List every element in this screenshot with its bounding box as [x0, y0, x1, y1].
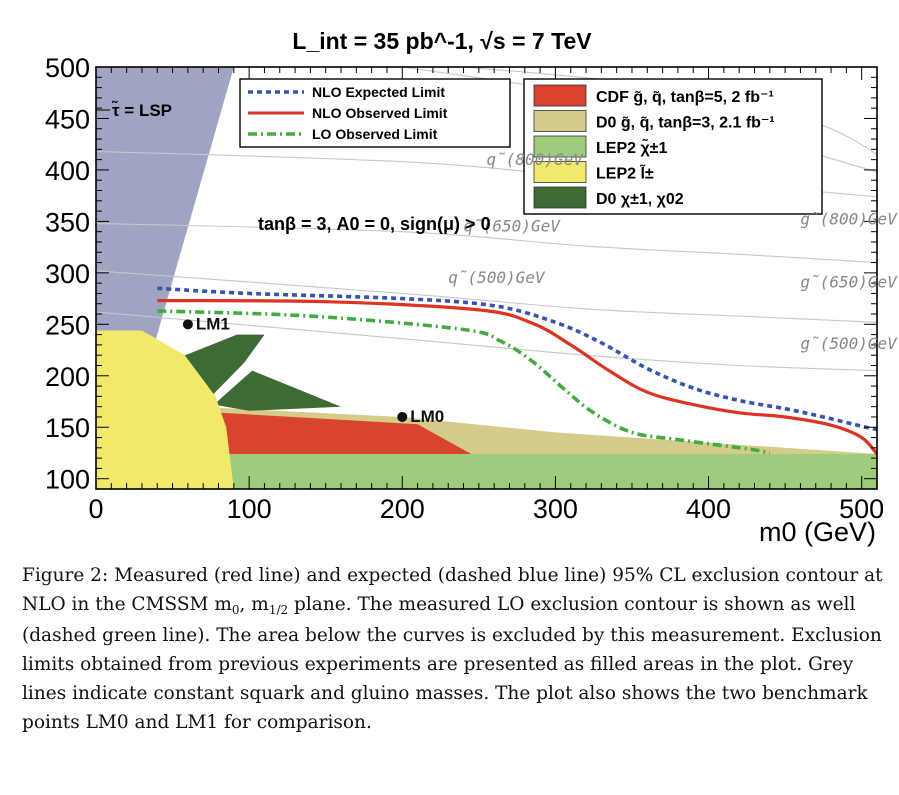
legends: NLO Expected Limit NLO Observed Limit LO O…: [239, 78, 823, 215]
benchmark-lm0-point: [397, 411, 408, 422]
region-legend-label-3: LEP2 l̃±: [596, 163, 654, 183]
iso-mass-label: g̃(500)GeV: [800, 334, 898, 353]
legend-label-0: NLO Expected Limit: [312, 84, 445, 100]
chart-title: L_int = 35 pb^-1, √s = 7 TeV: [292, 28, 592, 54]
caption-sub-b: 1/2: [268, 603, 289, 617]
legend-label-1: NLO Observed Limit: [312, 105, 448, 121]
caption-sub-a: 0: [231, 603, 240, 617]
legend-label-2: LO Observed Limit: [312, 126, 438, 142]
x-tick-label: 0: [88, 494, 103, 524]
iso-mass-label: q̃(500)GeV: [448, 268, 546, 287]
curve-nlo-observed-limit: [157, 299, 877, 456]
x-tick-label: 100: [227, 494, 272, 524]
caption-text-c: plane. The measured LO exclusion contour…: [22, 594, 882, 733]
region-cdf-squark-gluino: [203, 411, 472, 454]
x-tick-label: 400: [686, 494, 731, 524]
y-tick-label: 400: [45, 156, 90, 186]
curve-nlo-expected-limit: [157, 286, 877, 432]
iso-mass-line-3: [96, 311, 877, 372]
curve-lo-observed-limit: [157, 309, 771, 455]
y-tick-label: 500: [45, 53, 90, 83]
region-legend-swatch-4: [533, 186, 587, 209]
region-lep2-chargino: [210, 454, 877, 489]
benchmark-lm1-label: LM1: [196, 314, 230, 333]
region-d0-neutralino-b: [213, 370, 341, 411]
region-legend-swatch-1: [533, 110, 587, 132]
iso-mass-label: g̃(800)GeV: [800, 209, 898, 228]
benchmark-points: LM1 LM0: [182, 314, 444, 426]
region-legend-swatch-0: [533, 84, 587, 107]
x-tick-label: 500: [839, 494, 884, 524]
plot-labels: q̃(800)GeV q̃(650)GeV q̃(500)GeV g̃(800)GeV…: [96, 28, 898, 547]
caption-text-a: Figure 2: Measured (red line) and expect…: [22, 565, 883, 615]
iso-mass-line-2: [96, 270, 877, 323]
region-legend-label-0: CDF g̃, q̃, tanβ=5, 2 fb⁻¹: [596, 89, 774, 106]
region-legend-swatch-2: [533, 135, 587, 158]
y-tick-label: 100: [45, 465, 90, 495]
y-tick-label: 300: [45, 259, 90, 289]
iso-mass-label: g̃(650)GeV: [800, 272, 898, 291]
benchmark-lm1-point: [182, 319, 193, 330]
y-tick-label: 250: [45, 310, 90, 340]
y-tick-label: 200: [45, 362, 90, 392]
benchmark-lm0-label: LM0: [410, 407, 444, 426]
x-axis-label: m0 (GeV): [759, 517, 876, 547]
x-tick-label: 300: [533, 494, 578, 524]
region-lep2-slepton: [96, 330, 234, 489]
region-legend-label-2: LEP2 χ̃±1: [596, 137, 667, 157]
figure-caption: Figure 2: Measured (red line) and expect…: [22, 561, 884, 737]
y-tick-label: 350: [45, 207, 90, 237]
axes: 0 100 200 300 400 500100150200250300350400450…: [45, 53, 884, 524]
x-tick-label: 200: [380, 494, 425, 524]
region-legend-label-4: D0 χ±1, χ02: [596, 191, 684, 208]
plot-frame: [95, 66, 878, 490]
caption-text-b: , m: [239, 594, 269, 615]
stau-lsp-label: τ̃ = LSP: [112, 100, 172, 120]
parameters-label: tanβ = 3, A0 = 0, sign(μ) > 0: [258, 214, 491, 234]
y-tick-label: 450: [45, 104, 90, 134]
region-legend-label-1: D0 g̃, q̃, tanβ=3, 2.1 fb⁻¹: [596, 114, 775, 131]
y-tick-label: 150: [45, 413, 90, 443]
region-legend-swatch-3: [533, 161, 587, 183]
iso-mass-label: q̃(650)GeV: [464, 217, 562, 236]
limit-curves: [157, 286, 877, 456]
iso-mass-label: q̃(800)GeV: [487, 150, 585, 169]
iso-mass-line-1: [96, 222, 877, 264]
